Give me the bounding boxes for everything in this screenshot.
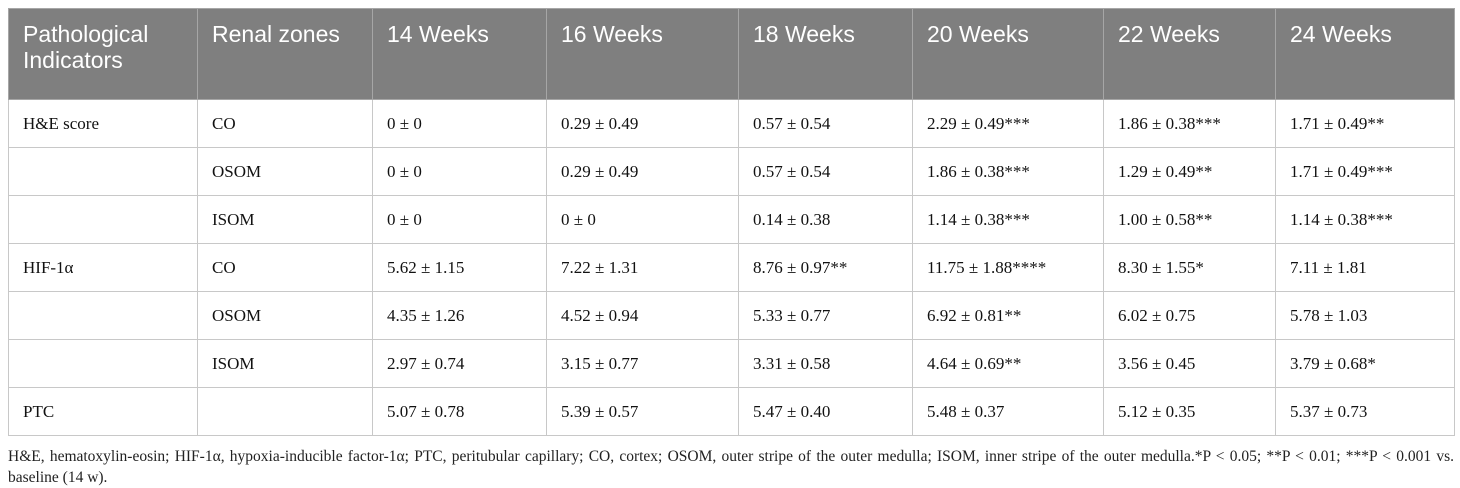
cell-value: 4.64 ± 0.69** bbox=[912, 339, 1104, 388]
cell-value: 6.02 ± 0.75 bbox=[1103, 291, 1276, 340]
cell-indicator bbox=[8, 291, 198, 340]
cell-indicator bbox=[8, 147, 198, 196]
cell-value: 5.78 ± 1.03 bbox=[1275, 291, 1455, 340]
cell-value: 1.14 ± 0.38*** bbox=[1275, 195, 1455, 244]
cell-value: 2.29 ± 0.49*** bbox=[912, 99, 1104, 148]
table-row: ISOM 2.97 ± 0.74 3.15 ± 0.77 3.31 ± 0.58… bbox=[8, 339, 1455, 388]
cell-value: 3.31 ± 0.58 bbox=[738, 339, 913, 388]
cell-value: 1.71 ± 0.49*** bbox=[1275, 147, 1455, 196]
cell-zone: ISOM bbox=[197, 339, 373, 388]
cell-value: 1.71 ± 0.49** bbox=[1275, 99, 1455, 148]
cell-value: 0.57 ± 0.54 bbox=[738, 147, 913, 196]
table-container: Pathological Indicators Renal zones 14 W… bbox=[8, 8, 1455, 488]
cell-value: 1.14 ± 0.38*** bbox=[912, 195, 1104, 244]
table-row: PTC 5.07 ± 0.78 5.39 ± 0.57 5.47 ± 0.40 … bbox=[8, 387, 1455, 436]
table-row: OSOM 4.35 ± 1.26 4.52 ± 0.94 5.33 ± 0.77… bbox=[8, 291, 1455, 340]
cell-zone: CO bbox=[197, 99, 373, 148]
header-renal-zones: Renal zones bbox=[197, 8, 373, 100]
cell-indicator: H&E score bbox=[8, 99, 198, 148]
cell-value: 5.47 ± 0.40 bbox=[738, 387, 913, 436]
cell-value: 5.37 ± 0.73 bbox=[1275, 387, 1455, 436]
cell-zone: OSOM bbox=[197, 291, 373, 340]
cell-value: 0 ± 0 bbox=[372, 195, 547, 244]
cell-value: 0.29 ± 0.49 bbox=[546, 147, 739, 196]
cell-indicator: PTC bbox=[8, 387, 198, 436]
cell-value: 2.97 ± 0.74 bbox=[372, 339, 547, 388]
cell-zone: ISOM bbox=[197, 195, 373, 244]
cell-value: 0 ± 0 bbox=[546, 195, 739, 244]
cell-value: 1.86 ± 0.38*** bbox=[912, 147, 1104, 196]
header-16-weeks: 16 Weeks bbox=[546, 8, 739, 100]
cell-value: 8.30 ± 1.55* bbox=[1103, 243, 1276, 292]
cell-value: 6.92 ± 0.81** bbox=[912, 291, 1104, 340]
header-24-weeks: 24 Weeks bbox=[1275, 8, 1455, 100]
cell-value: 5.39 ± 0.57 bbox=[546, 387, 739, 436]
cell-value: 3.56 ± 0.45 bbox=[1103, 339, 1276, 388]
cell-value: 0 ± 0 bbox=[372, 147, 547, 196]
cell-value: 5.12 ± 0.35 bbox=[1103, 387, 1276, 436]
cell-zone: CO bbox=[197, 243, 373, 292]
cell-value: 7.22 ± 1.31 bbox=[546, 243, 739, 292]
cell-value: 5.62 ± 1.15 bbox=[372, 243, 547, 292]
cell-value: 5.48 ± 0.37 bbox=[912, 387, 1104, 436]
cell-value: 4.52 ± 0.94 bbox=[546, 291, 739, 340]
cell-value: 1.29 ± 0.49** bbox=[1103, 147, 1276, 196]
header-14-weeks: 14 Weeks bbox=[372, 8, 547, 100]
cell-value: 0 ± 0 bbox=[372, 99, 547, 148]
cell-value: 5.33 ± 0.77 bbox=[738, 291, 913, 340]
cell-value: 8.76 ± 0.97** bbox=[738, 243, 913, 292]
table-row: HIF-1α CO 5.62 ± 1.15 7.22 ± 1.31 8.76 ±… bbox=[8, 243, 1455, 292]
cell-value: 3.79 ± 0.68* bbox=[1275, 339, 1455, 388]
cell-value: 11.75 ± 1.88**** bbox=[912, 243, 1104, 292]
cell-value: 4.35 ± 1.26 bbox=[372, 291, 547, 340]
data-table: Pathological Indicators Renal zones 14 W… bbox=[8, 8, 1455, 436]
header-18-weeks: 18 Weeks bbox=[738, 8, 913, 100]
cell-value: 0.14 ± 0.38 bbox=[738, 195, 913, 244]
cell-value: 5.07 ± 0.78 bbox=[372, 387, 547, 436]
header-row: Pathological Indicators Renal zones 14 W… bbox=[8, 8, 1455, 100]
table-footnote: H&E, hematoxylin-eosin; HIF-1α, hypoxia-… bbox=[8, 448, 1454, 486]
table-row: ISOM 0 ± 0 0 ± 0 0.14 ± 0.38 1.14 ± 0.38… bbox=[8, 195, 1455, 244]
cell-value: 0.57 ± 0.54 bbox=[738, 99, 913, 148]
cell-value: 3.15 ± 0.77 bbox=[546, 339, 739, 388]
header-22-weeks: 22 Weeks bbox=[1103, 8, 1276, 100]
cell-indicator: HIF-1α bbox=[8, 243, 198, 292]
table-row: OSOM 0 ± 0 0.29 ± 0.49 0.57 ± 0.54 1.86 … bbox=[8, 147, 1455, 196]
cell-indicator bbox=[8, 195, 198, 244]
cell-value: 1.86 ± 0.38*** bbox=[1103, 99, 1276, 148]
cell-zone: OSOM bbox=[197, 147, 373, 196]
cell-value: 0.29 ± 0.49 bbox=[546, 99, 739, 148]
header-pathological-indicators: Pathological Indicators bbox=[8, 8, 198, 100]
header-20-weeks: 20 Weeks bbox=[912, 8, 1104, 100]
table-row: H&E score CO 0 ± 0 0.29 ± 0.49 0.57 ± 0.… bbox=[8, 99, 1455, 148]
cell-value: 1.00 ± 0.58** bbox=[1103, 195, 1276, 244]
cell-value: 7.11 ± 1.81 bbox=[1275, 243, 1455, 292]
cell-zone bbox=[197, 387, 373, 436]
cell-indicator bbox=[8, 339, 198, 388]
